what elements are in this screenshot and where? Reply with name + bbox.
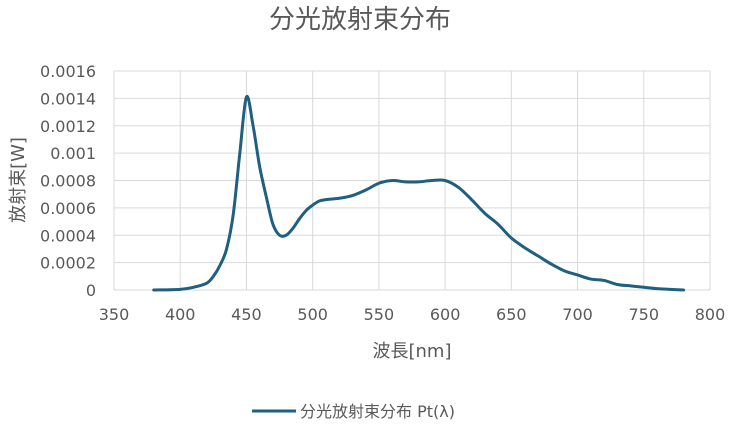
- y-tick-label: 0.0006: [40, 199, 96, 218]
- legend-label: 分光放射束分布 Pt(λ): [300, 402, 455, 421]
- y-tick-label: 0.0014: [40, 89, 96, 108]
- y-tick-label: 0.0008: [40, 172, 96, 191]
- y-axis-label: 放射束[W]: [8, 137, 29, 223]
- x-tick-label: 600: [430, 305, 461, 324]
- x-tick-labels: 350 400 450 500 550 600 650 700 750 800: [99, 305, 726, 324]
- x-tick-label: 500: [297, 305, 328, 324]
- x-tick-label: 800: [695, 305, 726, 324]
- gridlines: [113, 70, 711, 291]
- y-tick-label: 0.0012: [40, 117, 96, 136]
- y-tick-label: 0.001: [50, 144, 96, 163]
- x-tick-label: 750: [629, 305, 660, 324]
- legend: 分光放射束分布 Pt(λ): [252, 402, 455, 421]
- x-tick-label: 650: [496, 305, 527, 324]
- series-line: [152, 94, 686, 292]
- x-tick-label: 450: [231, 305, 262, 324]
- x-tick-label: 700: [562, 305, 593, 324]
- y-tick-label: 0.0004: [40, 226, 96, 245]
- x-tick-label: 350: [99, 305, 130, 324]
- x-tick-label: 400: [165, 305, 196, 324]
- chart-title: 分光放射束分布: [269, 5, 451, 35]
- x-axis-label: 波長[nm]: [373, 341, 452, 362]
- y-tick-label: 0.0016: [40, 62, 96, 81]
- y-tick-label: 0: [86, 281, 96, 300]
- y-tick-labels: 0 0.0002 0.0004 0.0006 0.0008 0.001 0.0012 0.00…: [40, 62, 96, 300]
- x-tick-label: 550: [364, 305, 395, 324]
- y-tick-label: 0.0002: [40, 254, 96, 273]
